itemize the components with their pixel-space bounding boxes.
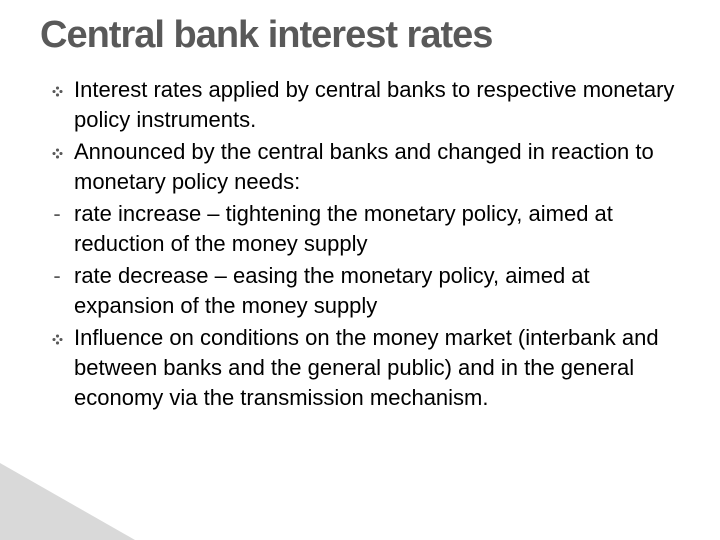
slide-title: Central bank interest rates [40, 14, 680, 57]
dash-bullet-icon: - [46, 261, 68, 291]
list-item: Announced by the central banks and chang… [40, 137, 680, 197]
list-item: - rate increase – tightening the monetar… [40, 199, 680, 259]
flower-bullet-icon [46, 323, 68, 353]
flower-bullet-icon [46, 75, 68, 105]
list-item-text: Interest rates applied by central banks … [74, 75, 680, 135]
list-item-text: Influence on conditions on the money mar… [74, 323, 680, 413]
slide: Central bank interest rates Interest rat… [0, 0, 720, 540]
list-item-text: Announced by the central banks and chang… [74, 137, 680, 197]
list-item: - rate decrease – easing the monetary po… [40, 261, 680, 321]
bullet-list: Interest rates applied by central banks … [40, 75, 680, 413]
slide-content: Interest rates applied by central banks … [40, 75, 680, 413]
list-item-text: rate increase – tightening the monetary … [74, 199, 680, 259]
list-item: Interest rates applied by central banks … [40, 75, 680, 135]
flower-bullet-icon [46, 137, 68, 167]
corner-triangle-shape [0, 463, 135, 540]
dash-bullet-icon: - [46, 199, 68, 229]
list-item-text: rate decrease – easing the monetary poli… [74, 261, 680, 321]
list-item: Influence on conditions on the money mar… [40, 323, 680, 413]
